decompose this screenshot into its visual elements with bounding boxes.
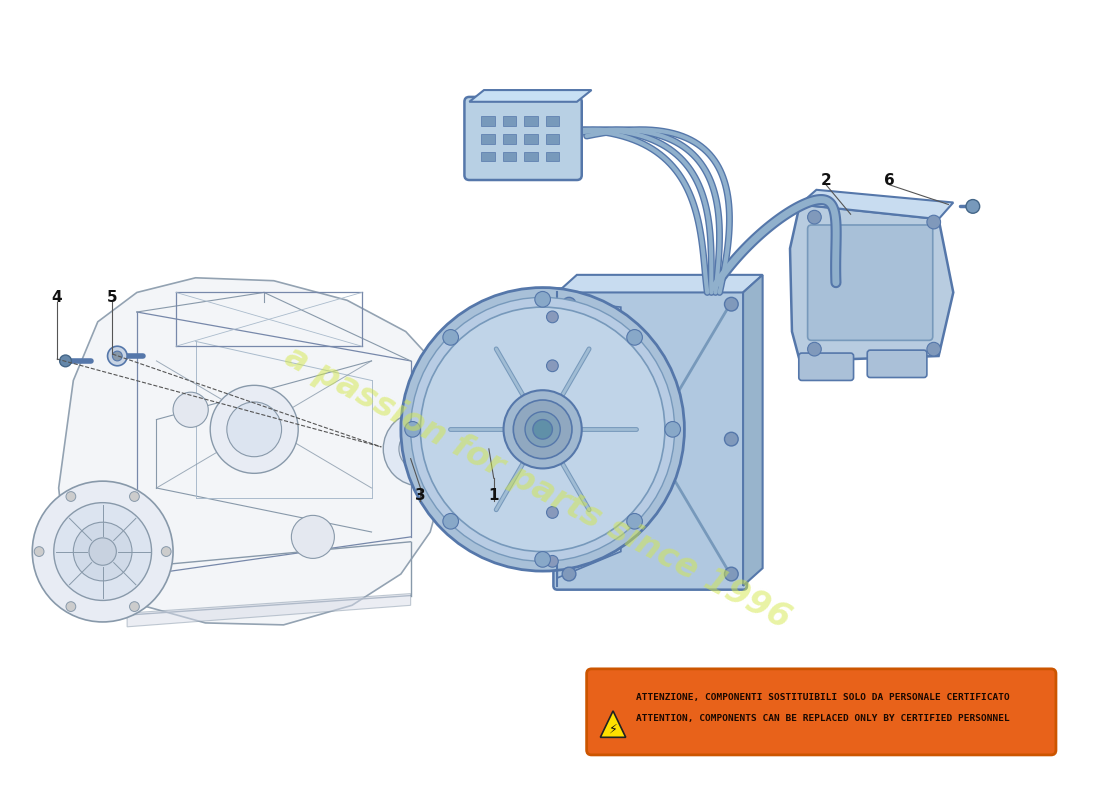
Circle shape <box>59 355 72 366</box>
Polygon shape <box>800 190 954 219</box>
Circle shape <box>807 210 822 224</box>
Bar <box>524 152 538 162</box>
Circle shape <box>383 412 458 486</box>
Circle shape <box>525 412 560 447</box>
Circle shape <box>227 402 282 457</box>
Circle shape <box>532 419 552 439</box>
Circle shape <box>420 307 664 551</box>
Circle shape <box>443 330 459 346</box>
Circle shape <box>547 506 559 518</box>
Polygon shape <box>470 90 592 102</box>
Circle shape <box>664 422 681 437</box>
Polygon shape <box>558 275 762 293</box>
Circle shape <box>547 360 559 372</box>
Circle shape <box>410 298 674 562</box>
Polygon shape <box>558 300 620 578</box>
Circle shape <box>443 514 459 529</box>
Bar <box>524 117 538 126</box>
Circle shape <box>112 351 122 361</box>
Circle shape <box>162 546 172 557</box>
Circle shape <box>32 481 173 622</box>
Text: 6: 6 <box>884 173 895 187</box>
Bar <box>546 152 559 162</box>
Circle shape <box>547 311 559 322</box>
FancyBboxPatch shape <box>799 353 854 381</box>
Text: ⚡: ⚡ <box>608 723 617 736</box>
Bar <box>546 117 559 126</box>
Circle shape <box>210 386 298 474</box>
Circle shape <box>807 342 822 356</box>
Circle shape <box>399 427 442 470</box>
Circle shape <box>34 546 44 557</box>
Text: 2: 2 <box>821 173 832 187</box>
Circle shape <box>66 492 76 502</box>
Text: a passion for parts since 1996: a passion for parts since 1996 <box>279 340 796 636</box>
Circle shape <box>535 291 550 307</box>
Bar <box>546 134 559 144</box>
Circle shape <box>514 400 572 458</box>
Bar <box>503 117 516 126</box>
Circle shape <box>562 298 576 311</box>
Circle shape <box>108 346 128 366</box>
Bar <box>481 134 495 144</box>
Circle shape <box>74 522 132 581</box>
Polygon shape <box>744 275 762 586</box>
Circle shape <box>66 602 76 611</box>
Circle shape <box>173 392 208 427</box>
Circle shape <box>130 492 140 502</box>
Polygon shape <box>58 278 448 625</box>
Circle shape <box>562 432 576 446</box>
Polygon shape <box>128 594 410 627</box>
Circle shape <box>547 555 559 567</box>
Circle shape <box>927 342 940 356</box>
Circle shape <box>627 514 642 529</box>
Text: ATTENTION, COMPONENTS CAN BE REPLACED ONLY BY CERTIFIED PERSONNEL: ATTENTION, COMPONENTS CAN BE REPLACED ON… <box>636 714 1010 723</box>
Bar <box>481 152 495 162</box>
Circle shape <box>547 434 559 445</box>
Circle shape <box>725 432 738 446</box>
Text: 5: 5 <box>107 290 118 305</box>
Circle shape <box>966 199 980 214</box>
Text: 3: 3 <box>415 488 426 503</box>
Text: ATTENZIONE, COMPONENTI SOSTITUIBILI SOLO DA PERSONALE CERTIFICATO: ATTENZIONE, COMPONENTI SOSTITUIBILI SOLO… <box>636 693 1010 702</box>
FancyBboxPatch shape <box>464 97 582 180</box>
FancyBboxPatch shape <box>553 289 747 590</box>
Circle shape <box>725 567 738 581</box>
Circle shape <box>627 330 642 346</box>
Polygon shape <box>601 711 626 738</box>
Circle shape <box>504 390 582 469</box>
Text: 1: 1 <box>488 488 499 503</box>
Circle shape <box>725 298 738 311</box>
Circle shape <box>89 538 117 566</box>
Circle shape <box>535 551 550 567</box>
Circle shape <box>292 515 334 558</box>
Circle shape <box>54 502 152 601</box>
Bar <box>481 117 495 126</box>
FancyBboxPatch shape <box>586 669 1056 755</box>
Circle shape <box>927 215 940 229</box>
Polygon shape <box>790 205 954 361</box>
FancyBboxPatch shape <box>867 350 927 378</box>
Circle shape <box>562 567 576 581</box>
FancyBboxPatch shape <box>807 225 933 340</box>
Circle shape <box>405 422 420 437</box>
Bar <box>524 134 538 144</box>
Bar <box>503 134 516 144</box>
Circle shape <box>400 287 684 571</box>
Bar <box>503 152 516 162</box>
Text: 4: 4 <box>52 290 62 305</box>
Circle shape <box>130 602 140 611</box>
